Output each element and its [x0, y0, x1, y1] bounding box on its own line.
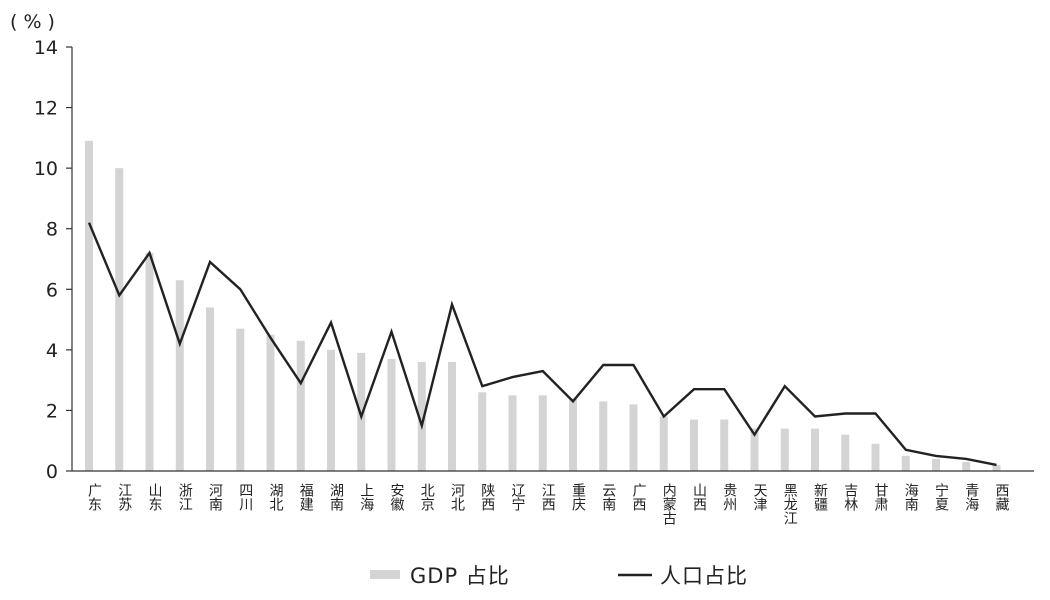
x-tick-label: 上海 — [358, 483, 374, 511]
x-tick-label: 北京 — [419, 483, 435, 511]
x-tick-label: 江西 — [540, 483, 556, 511]
gdp-bar — [448, 361, 456, 471]
y-tick-label: 12 — [34, 98, 58, 120]
gdp-bar — [115, 168, 124, 471]
y-axis: 0 2 4 6 8 10 12 14 — [34, 37, 73, 483]
x-tick-label: 广东 — [86, 483, 102, 511]
x-tick-label: 广西 — [631, 483, 647, 511]
x-axis: 广东 江苏 山东 浙江 河南 四川 湖北 福建 湖南 上海 安徽 北京 河北 陕西 辽宁 江西 重庆 云南 广西 内蒙… — [72, 470, 1034, 525]
gdp-bar — [780, 428, 789, 471]
gdp-bar — [659, 416, 668, 471]
gdp-bar — [145, 252, 154, 471]
gdp-bar — [569, 398, 577, 471]
gdp-bar — [962, 461, 971, 471]
y-tick-label: 2 — [46, 400, 58, 422]
y-unit-label: ( % ) — [10, 11, 55, 33]
y-tick-label: 6 — [46, 279, 58, 301]
gdp-bar — [841, 434, 850, 471]
gdp-bar — [538, 395, 547, 471]
x-tick-label: 云南 — [600, 483, 616, 511]
x-tick-label: 陕西 — [479, 483, 495, 511]
x-tick-label: 安徽 — [389, 483, 405, 511]
gdp-bar — [901, 455, 910, 471]
x-tick-label: 江苏 — [116, 483, 132, 512]
gdp-bars — [85, 140, 1001, 471]
x-tick-label: 贵州 — [721, 483, 737, 511]
x-tick-label: 甘肃 — [873, 483, 889, 511]
gdp-bar — [932, 458, 940, 471]
gdp-bar — [327, 349, 335, 471]
gdp-bar — [478, 392, 487, 471]
legend-pop-label: 人口占比 — [660, 564, 748, 588]
gdp-bar — [175, 280, 184, 471]
gdp-bar — [206, 307, 214, 471]
gdp-bar — [236, 328, 245, 471]
y-tick-label: 10 — [34, 158, 58, 180]
gdp-bar — [508, 395, 517, 471]
x-tick-label: 黑龙江 — [782, 483, 798, 525]
x-tick-label: 浙江 — [177, 483, 193, 511]
population-line — [87, 222, 997, 467]
gdp-bar — [629, 404, 638, 471]
gdp-bar — [720, 419, 729, 471]
x-tick-label: 海南 — [903, 483, 919, 511]
gdp-bar — [690, 419, 698, 471]
x-tick-label: 宁夏 — [933, 482, 949, 511]
y-tick-label: 4 — [46, 340, 58, 362]
gdp-bar — [266, 334, 275, 471]
x-tick-label: 重庆 — [570, 483, 586, 511]
population-line-path — [87, 222, 997, 467]
x-tick-label: 天津 — [752, 483, 768, 511]
gdp-bar — [871, 443, 880, 471]
gdp-bar — [85, 140, 93, 471]
x-tick-label: 内蒙古 — [661, 483, 677, 525]
x-tick-label: 湖南 — [328, 483, 344, 511]
y-tick-label: 8 — [46, 219, 58, 241]
x-tick-label: 山东 — [147, 483, 163, 511]
x-tick-label: 湖北 — [268, 483, 284, 512]
legend-gdp-swatch — [370, 570, 400, 579]
x-tick-label: 福建 — [298, 483, 314, 512]
gdp-bar — [992, 464, 1001, 471]
gdp-bar — [417, 361, 426, 471]
gdp-bar — [811, 428, 819, 471]
legend-gdp-label: GDP 占比 — [410, 564, 510, 588]
x-tick-label: 新疆 — [812, 483, 828, 511]
gdp-bar — [296, 340, 305, 471]
y-tick-label: 14 — [34, 37, 58, 59]
y-tick-label: 0 — [46, 461, 58, 483]
gdp-bar — [750, 428, 759, 471]
x-tick-label: 河北 — [449, 483, 465, 512]
legend: GDP 占比 人口占比 — [370, 564, 748, 588]
x-tick-label: 西藏 — [994, 483, 1010, 511]
x-tick-label: 河南 — [207, 483, 223, 511]
x-tick-label: 四川 — [237, 483, 253, 511]
x-tick-label: 吉林 — [842, 483, 858, 511]
x-tick-label: 山西 — [691, 483, 707, 511]
gdp-bar — [387, 358, 396, 471]
x-tick-label: 青海 — [963, 483, 979, 511]
x-tick-label: 辽宁 — [510, 483, 526, 511]
gdp-bar — [357, 352, 366, 471]
gdp-bar — [599, 401, 608, 471]
